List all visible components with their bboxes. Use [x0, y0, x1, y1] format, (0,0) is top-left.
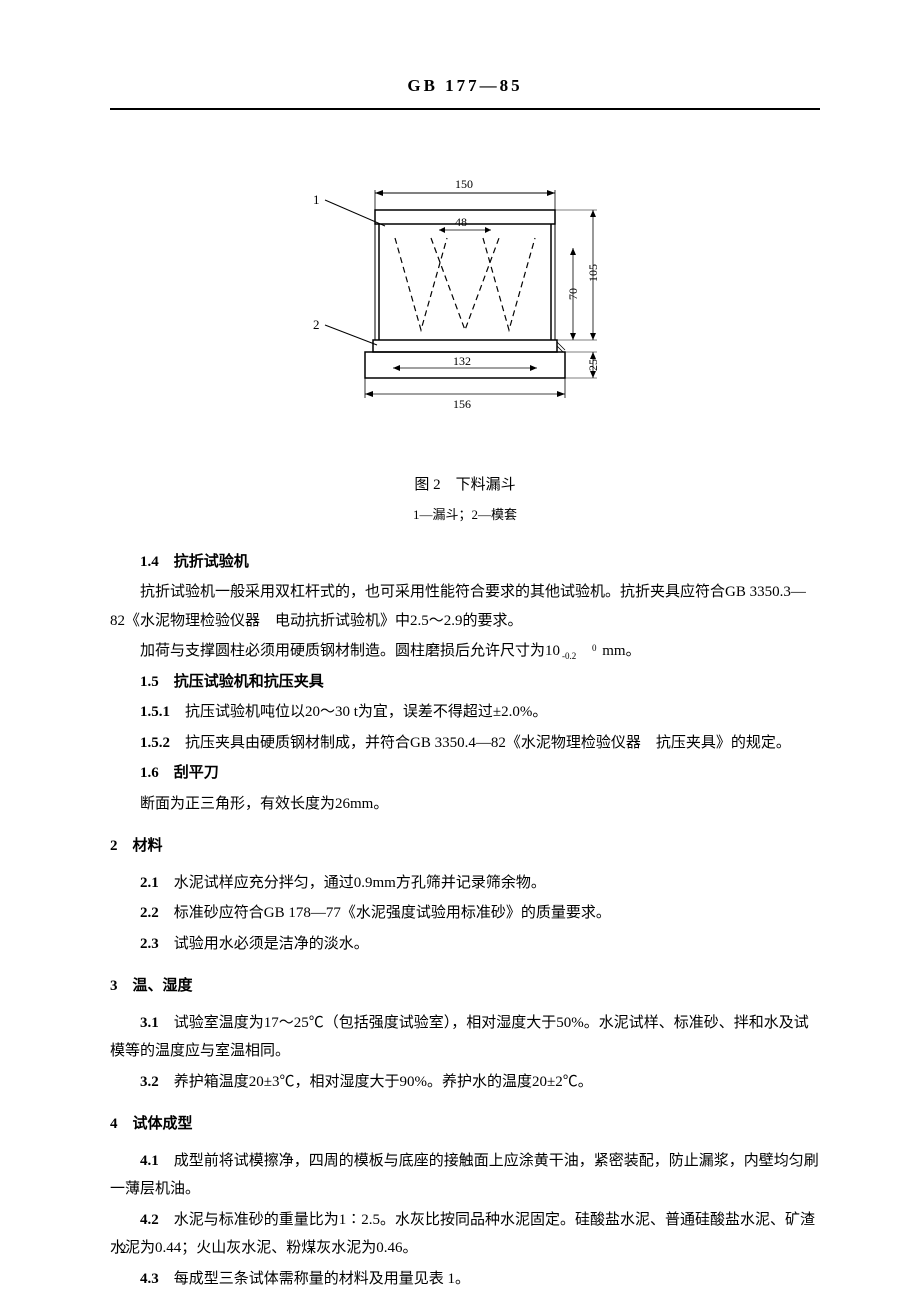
clause-2-1: 2.1 水泥试样应充分拌匀，通过0.9mm方孔筛并记录筛余物。 — [110, 869, 820, 898]
clause-1-4-p1: 抗折试验机一般采用双杠杆式的，也可采用性能符合要求的其他试验机。抗折夹具应符合G… — [110, 578, 820, 635]
page: GB 177—85 1 2 150 — [0, 0, 920, 1302]
dim-cone-h: 70 — [566, 288, 580, 300]
svg-text:1: 1 — [313, 192, 320, 207]
section-3-head: 3 温、湿度 — [110, 972, 820, 1001]
clause-1-6-head: 1.6 刮平刀 — [110, 759, 820, 788]
header-rule — [110, 108, 820, 110]
clause-1-5-2: 1.5.2 抗压夹具由硬质钢材制成，并符合GB 3350.4—82《水泥物理检验… — [110, 729, 820, 758]
clause-1-4-p2: 加荷与支撑圆柱必须用硬质钢材制造。圆柱磨损后允许尺寸为100-0.2 mm。 — [110, 637, 820, 666]
dim-bottom-width: 156 — [453, 397, 471, 411]
clause-3-1: 3.1 试验室温度为17～25℃（包括强度试验室），相对湿度大于50%。水泥试样… — [110, 1009, 820, 1066]
section-4-head: 4 试体成型 — [110, 1110, 820, 1139]
hopper-diagram: 1 2 150 48 — [295, 150, 635, 430]
clause-2-2: 2.2 标准砂应符合GB 178—77《水泥强度试验用标准砂》的质量要求。 — [110, 899, 820, 928]
clause-4-2: 4.2 水泥与标准砂的重量比为1∶2.5。水灰比按同品种水泥固定。硅酸盐水泥、普… — [110, 1206, 820, 1263]
clause-1-5-1: 1.5.1 抗压试验机吨位以20～30 t为宜，误差不得超过±2.0%。 — [110, 698, 820, 727]
dim-cone-top: 48 — [455, 215, 467, 229]
clause-1-5-head: 1.5 抗压试验机和抗压夹具 — [110, 668, 820, 697]
dim-mid-width: 132 — [453, 354, 471, 368]
section-2-head: 2 材料 — [110, 832, 820, 861]
header-standard-code: GB 177—85 — [110, 70, 820, 108]
clause-1-6-p: 断面为正三角形，有效长度为26mm。 — [110, 790, 820, 819]
figure-legend: 1—漏斗；2—模套 — [110, 503, 820, 528]
dim-upper-h: 105 — [586, 264, 600, 282]
dim-top-width: 150 — [455, 177, 473, 191]
svg-text:2: 2 — [313, 317, 320, 332]
page-number: 2 — [120, 1237, 127, 1262]
clause-1-4-head: 1.4 抗折试验机 — [110, 548, 820, 577]
figure-caption: 图 2 下料漏斗 — [110, 471, 820, 500]
clause-4-1: 4.1 成型前将试模擦净，四周的模板与底座的接触面上应涂黄干油，紧密装配，防止漏… — [110, 1147, 820, 1204]
figure-2: 1 2 150 48 — [110, 150, 820, 528]
clause-2-3: 2.3 试验用水必须是洁净的淡水。 — [110, 930, 820, 959]
clause-3-2: 3.2 养护箱温度20±3℃，相对湿度大于90%。养护水的温度20±2℃。 — [110, 1068, 820, 1097]
dim-base-h: 25 — [586, 359, 600, 371]
clause-4-3: 4.3 每成型三条试体需称量的材料及用量见表 1。 — [110, 1265, 820, 1294]
